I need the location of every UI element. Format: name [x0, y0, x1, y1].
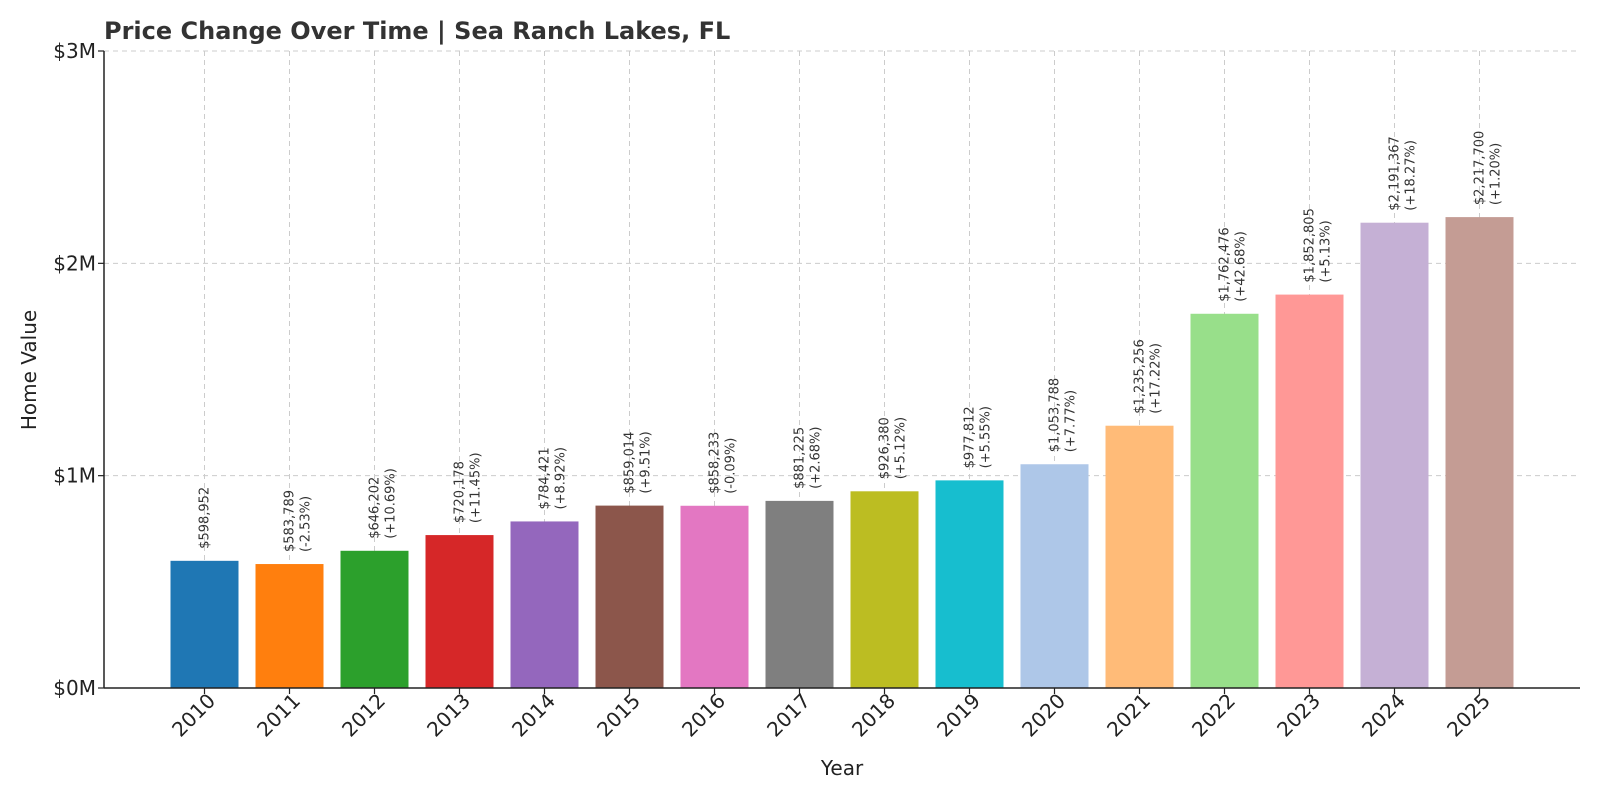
change-label: (+1.20%) [1489, 143, 1504, 205]
grid-lines [104, 50, 1580, 688]
x-tick-label: 2018 [847, 689, 900, 742]
change-label: (+7.77%) [1064, 390, 1079, 452]
bar-2016 [680, 505, 749, 688]
value-label: $646,202 [368, 477, 383, 539]
x-axis-ticks: 2010 2011 2012 2013 2014 2015 2016 2017 2018 2019… [167, 688, 1495, 742]
value-label: $720,178 [453, 461, 468, 523]
y-tick-label: $3M [53, 39, 96, 63]
change-label: (+5.12%) [894, 417, 909, 479]
change-label: (+5.55%) [979, 406, 994, 468]
data-labels: $598,952 $583,789 (-2.53%) $646,202 (+10.69%… [198, 131, 1504, 552]
bar-2021 [1105, 425, 1174, 688]
value-label: $583,789 [283, 490, 298, 552]
bar-2013 [425, 535, 494, 688]
change-label: (+2.68%) [809, 427, 824, 489]
change-label: (+42.68%) [1234, 231, 1249, 302]
x-tick-label: 2020 [1017, 689, 1070, 742]
value-label: $1,053,788 [1048, 378, 1063, 452]
x-tick-label: 2016 [677, 689, 730, 742]
bar-2012 [340, 550, 409, 688]
x-tick-label: 2025 [1442, 689, 1495, 742]
bar-2020 [1020, 464, 1089, 688]
bar-2019 [935, 480, 1004, 688]
x-tick-label: 2015 [592, 689, 645, 742]
change-label: (+5.13%) [1319, 220, 1334, 282]
value-label: $859,014 [623, 432, 638, 494]
value-label: $2,217,700 [1473, 131, 1488, 205]
x-tick-label: 2024 [1357, 689, 1410, 742]
x-tick-label: 2019 [932, 689, 985, 742]
y-axis-ticks: $0M $1M $2M $3M [53, 39, 104, 700]
x-tick-label: 2017 [762, 689, 815, 742]
value-label: $784,421 [538, 447, 553, 509]
y-axis-label: Home Value [17, 310, 41, 430]
x-tick-label: 2023 [1272, 689, 1325, 742]
change-label: (+10.69%) [384, 468, 399, 539]
value-label: $1,762,476 [1218, 227, 1233, 301]
change-label: (+17.22%) [1149, 343, 1164, 414]
x-tick-label: 2010 [167, 689, 220, 742]
value-label: $881,225 [793, 427, 808, 489]
bar-2018 [850, 491, 919, 688]
value-label: $858,233 [708, 432, 723, 494]
x-axis-label: Year [820, 756, 864, 780]
change-label: (+18.27%) [1404, 140, 1419, 211]
y-tick-label: $1M [53, 464, 96, 488]
value-label: $1,235,256 [1133, 339, 1148, 413]
bar-2023 [1275, 294, 1344, 688]
x-tick-label: 2021 [1102, 689, 1155, 742]
bar-2017 [765, 500, 834, 688]
axes [103, 51, 1580, 689]
value-label: $977,812 [963, 406, 978, 468]
bars [170, 217, 1514, 688]
x-tick-label: 2013 [422, 689, 475, 742]
change-label: (+8.92%) [554, 447, 569, 509]
change-label: (+11.45%) [469, 452, 484, 523]
x-tick-label: 2014 [507, 689, 560, 742]
bar-2010 [170, 560, 239, 688]
y-tick-label: $0M [53, 676, 96, 700]
x-tick-label: 2011 [252, 689, 305, 742]
bar-2014 [510, 521, 579, 688]
bar-2025 [1445, 217, 1514, 688]
x-tick-label: 2022 [1187, 689, 1240, 742]
value-label: $2,191,367 [1388, 136, 1403, 210]
change-label: (+9.51%) [639, 431, 654, 493]
bar-2015 [595, 505, 664, 688]
change-label: (-2.53%) [299, 496, 314, 552]
chart-title: Price Change Over Time | Sea Ranch Lakes… [104, 17, 730, 45]
change-label: (-0.09%) [724, 438, 739, 494]
value-label: $598,952 [198, 487, 213, 549]
bar-2022 [1190, 313, 1259, 688]
bar-2011 [255, 564, 324, 688]
value-label: $1,852,805 [1303, 208, 1318, 282]
x-tick-label: 2012 [337, 689, 390, 742]
value-label: $926,380 [878, 417, 893, 479]
bar-2024 [1360, 222, 1429, 688]
y-tick-label: $2M [53, 251, 96, 275]
